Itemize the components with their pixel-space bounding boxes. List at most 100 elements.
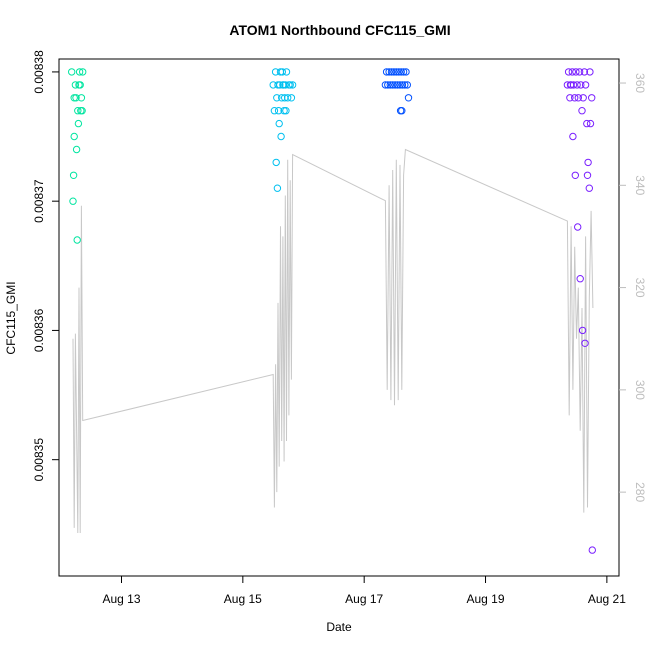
scatter-series [269,68,297,192]
x-tick-label: Aug 13 [102,592,140,606]
data-point [70,94,78,102]
data-point [393,81,402,89]
data-point [571,94,579,102]
data-point [575,68,584,76]
data-point [390,68,398,76]
data-point [278,68,286,76]
x-tick-label: Aug 21 [588,592,626,606]
data-point [74,119,83,128]
data-point [566,94,574,102]
data-point [564,68,573,76]
data-point [578,326,587,335]
data-point [282,68,291,76]
data-point [574,94,582,102]
scatter-series [381,68,413,115]
y-tick-label: 0.00836 [32,308,46,352]
data-point [396,81,404,89]
data-point [382,68,391,76]
data-point [79,68,87,76]
data-point [401,81,409,89]
x-axis-label: Date [326,620,352,634]
data-point [581,81,590,89]
data-point [585,184,593,192]
altitude-line [72,148,594,534]
data-point [69,197,77,205]
y-tick-label: 0.00837 [32,179,46,223]
data-point [281,94,289,102]
data-point [568,68,576,76]
y2-tick-label: 360 [633,73,647,93]
data-point [276,81,284,89]
data-point [384,81,392,89]
data-point [275,119,283,128]
data-point [588,546,596,554]
data-point [279,81,288,89]
data-point [569,81,578,89]
data-point [274,107,283,115]
data-point [392,68,400,76]
data-point [588,94,596,102]
data-point [273,94,281,102]
data-point [579,94,587,102]
data-point [75,68,84,76]
data-point [73,236,81,244]
data-point [586,68,594,76]
data-point [404,94,413,102]
data-point [576,275,584,283]
data-point [583,119,591,128]
x-tick-label: Aug 19 [466,592,504,606]
data-point [71,81,80,89]
data-point [68,68,76,76]
data-point [574,223,582,231]
data-point [288,81,297,89]
data-point [277,132,285,141]
data-point [403,81,411,89]
data-point [398,107,406,115]
data-point [581,339,589,347]
data-point [584,158,592,167]
data-point [586,119,595,128]
chart-title: ATOM1 Northbound CFC115_GMI [229,22,450,38]
data-point [272,158,280,167]
data-point [572,68,580,76]
line-layer [72,148,594,534]
data-point [577,81,585,89]
data-point [282,107,290,115]
y2-tick-label: 300 [633,380,647,400]
data-point [76,81,84,89]
point-layer [68,68,596,554]
data-point [387,68,396,76]
data-point [70,132,78,141]
scatter-series [563,68,596,554]
data-point [391,81,399,89]
data-point [78,107,86,115]
data-point [72,145,81,154]
data-point [74,107,82,115]
data-point [77,94,86,102]
y-tick-label: 0.00838 [32,50,46,94]
data-point [566,81,575,89]
data-point [69,171,78,180]
data-point [402,68,410,76]
data-point [571,171,579,180]
y2-tick-label: 340 [633,175,647,195]
data-point [397,68,405,76]
data-point [580,68,589,76]
y-tick-label: 0.00835 [32,438,46,482]
scatter-series [68,68,87,244]
data-point [583,171,592,180]
data-point [270,107,279,115]
data-point [578,107,586,115]
y2-tick-label: 320 [633,278,647,298]
data-point [569,132,577,141]
data-point [389,81,397,89]
data-point [398,81,407,89]
data-point [395,68,403,76]
data-point [273,184,282,192]
plot-frame [58,58,620,577]
data-point [399,68,408,76]
x-tick-label: Aug 15 [224,592,262,606]
data-point [385,68,393,76]
y2-tick-label: 280 [633,482,647,502]
